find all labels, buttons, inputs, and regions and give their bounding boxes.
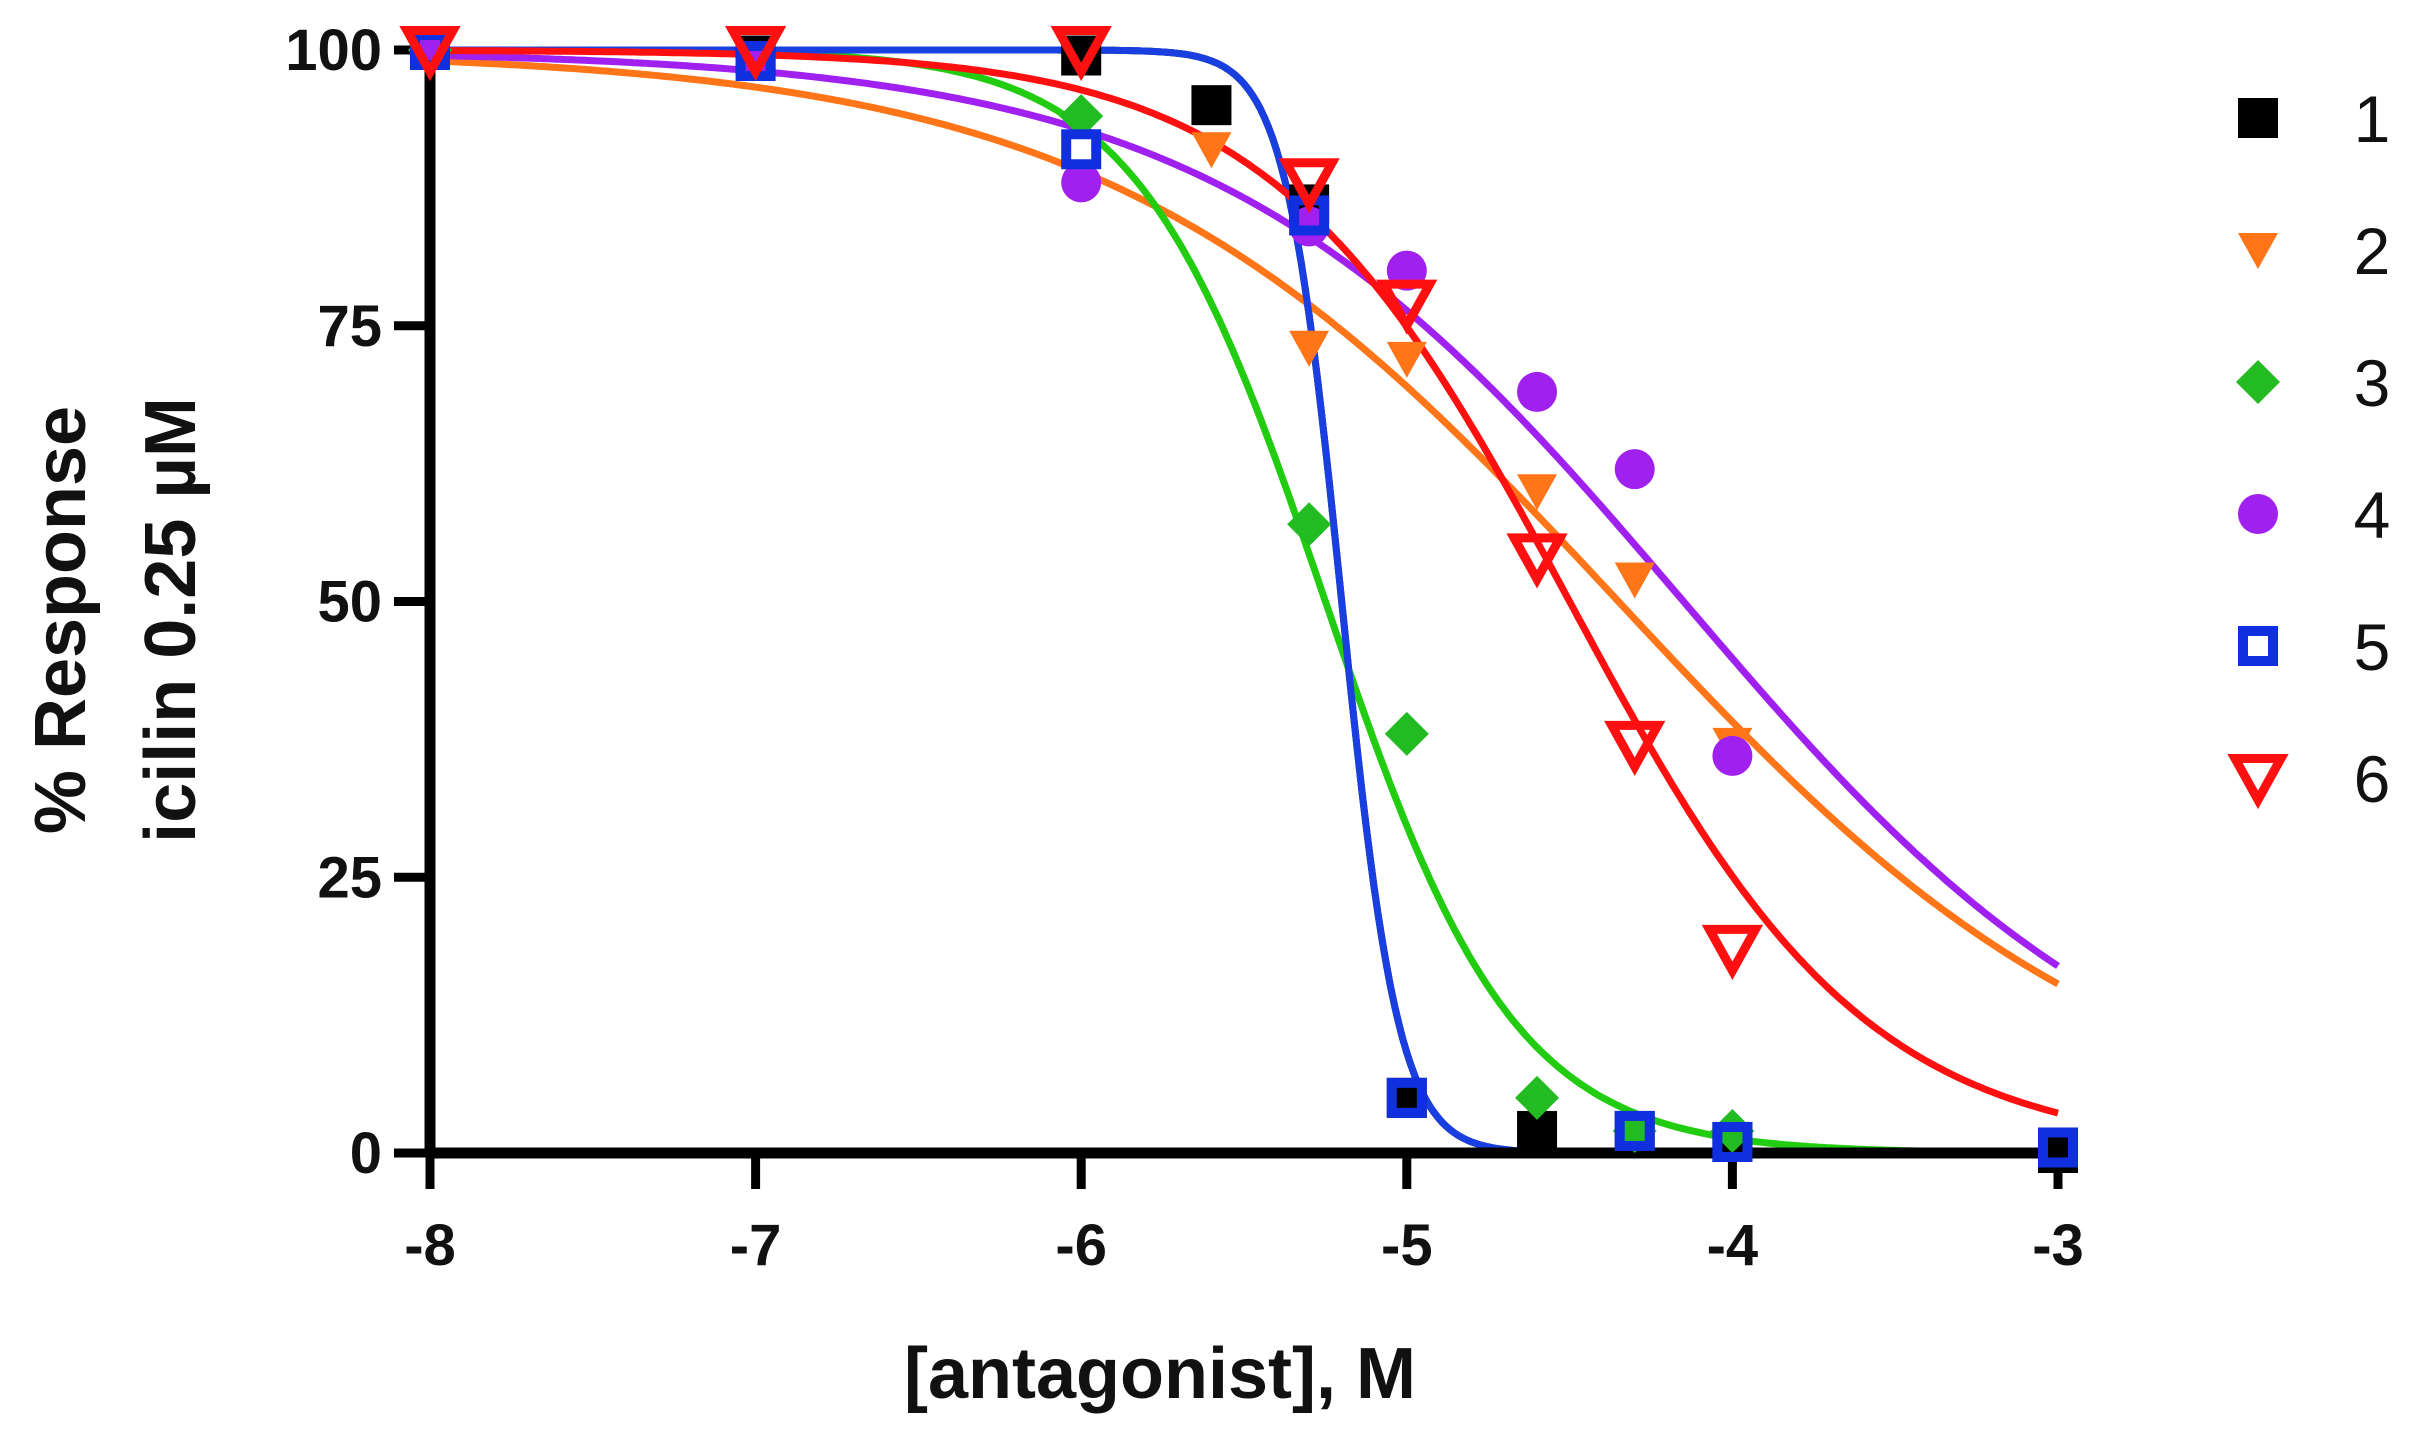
x-tick-label: -4 bbox=[1707, 1213, 1759, 1278]
data-point-series-2 bbox=[1191, 132, 1232, 169]
legend-label: 6 bbox=[2354, 742, 2391, 816]
y-tick-label: 75 bbox=[317, 294, 382, 359]
fit-curve-series-1 bbox=[430, 46, 2058, 1157]
fit-curve-series-5 bbox=[430, 46, 2058, 1157]
fit-curves bbox=[429, 46, 2060, 1157]
x-tick-label: -3 bbox=[2032, 1213, 2084, 1278]
data-point-series-3 bbox=[1515, 1075, 1560, 1120]
legend-marker-series-6 bbox=[2227, 753, 2289, 810]
data-point-series-6 bbox=[1278, 158, 1340, 214]
legend-marker-series-5 bbox=[2238, 626, 2278, 666]
data-point-series-2 bbox=[1386, 341, 1427, 378]
y-tick-label: 0 bbox=[350, 1121, 382, 1186]
data-point-series-6 bbox=[1376, 279, 1438, 335]
data-point-series-6 bbox=[1604, 720, 1666, 777]
data-point-series-5 bbox=[1386, 1077, 1427, 1118]
data-point-series-6 bbox=[724, 25, 787, 82]
legend-label: 3 bbox=[2354, 346, 2391, 420]
y-axis-title-line-2: icilin 0.25 µM bbox=[131, 397, 211, 843]
data-point-series-6 bbox=[399, 25, 461, 82]
data-point-series-5 bbox=[1061, 129, 1102, 170]
data-point-series-3 bbox=[1384, 711, 1429, 756]
fit-curve-series-4 bbox=[429, 51, 2060, 969]
x-tick-label: -5 bbox=[1381, 1213, 1433, 1278]
legend-marker-series-2 bbox=[2238, 233, 2278, 269]
data-point-series-6 bbox=[1506, 533, 1568, 589]
legend-marker-series-4 bbox=[2238, 494, 2278, 534]
data-point-series-3 bbox=[1287, 502, 1332, 547]
legend-label: 4 bbox=[2354, 478, 2391, 552]
legend-marker-series-3 bbox=[2236, 360, 2280, 404]
data-point-series-4 bbox=[1517, 371, 1558, 412]
data-point-series-3 bbox=[1059, 94, 1104, 139]
y-tick-label: 100 bbox=[285, 18, 382, 83]
legend-label: 1 bbox=[2354, 82, 2391, 156]
axes: -8 -7 -6 -5 -4 -3 0 25 50 75 100 bbox=[285, 18, 2084, 1278]
x-axis-ticks: -8 -7 -6 -5 -4 -3 bbox=[404, 1153, 2084, 1278]
y-axis-title-line-1: % Response bbox=[21, 406, 101, 834]
data-points bbox=[399, 25, 2078, 1173]
data-point-series-6 bbox=[1050, 25, 1112, 82]
data-point-series-4 bbox=[1712, 735, 1753, 776]
data-point-series-5 bbox=[1614, 1110, 1655, 1151]
legend: 1 2 3 4 5 6 bbox=[2227, 82, 2391, 816]
data-point-series-2 bbox=[1614, 562, 1655, 599]
legend-label: 2 bbox=[2354, 214, 2391, 288]
data-point-series-6 bbox=[1701, 924, 1764, 981]
x-tick-label: -7 bbox=[730, 1213, 782, 1278]
data-point-series-2 bbox=[1517, 474, 1558, 511]
x-tick-label: -6 bbox=[1055, 1213, 1107, 1278]
y-tick-label: 50 bbox=[317, 570, 382, 635]
data-point-series-1 bbox=[1191, 85, 1232, 126]
y-axis-title: % Response icilin 0.25 µM bbox=[21, 397, 211, 843]
x-axis-title: [antagonist], M bbox=[904, 1334, 1416, 1414]
data-point-series-5 bbox=[1712, 1121, 1753, 1162]
y-tick-label: 25 bbox=[317, 845, 382, 910]
data-point-series-4 bbox=[1614, 449, 1655, 490]
y-axis-ticks: 0 25 50 75 100 bbox=[285, 18, 430, 1186]
data-point-series-4 bbox=[1061, 162, 1102, 203]
legend-marker-series-1 bbox=[2238, 98, 2278, 138]
legend-label: 5 bbox=[2354, 610, 2391, 684]
x-tick-label: -8 bbox=[404, 1213, 456, 1278]
fit-curve-series-3 bbox=[430, 46, 2058, 1156]
data-point-series-2 bbox=[1289, 330, 1330, 367]
fit-curve-series-2 bbox=[429, 57, 2060, 988]
fit-curve-series-6 bbox=[430, 47, 2059, 1117]
data-point-series-5 bbox=[2038, 1127, 2078, 1168]
